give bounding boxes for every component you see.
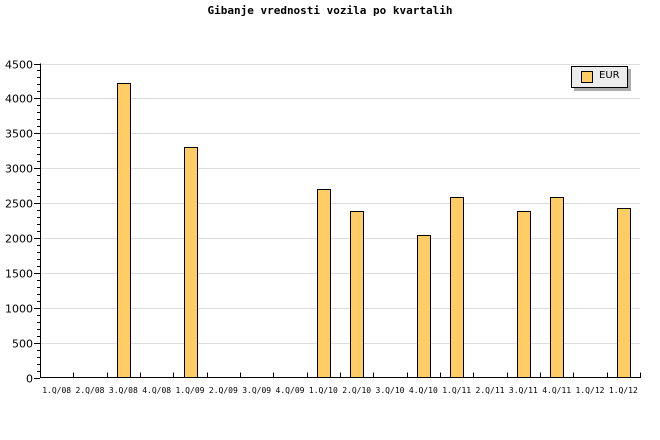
y-tick-label: 2000 bbox=[5, 233, 33, 246]
x-tick-label: 4.Q/09 bbox=[276, 386, 305, 395]
x-tick-label: 1.Q/12 bbox=[609, 386, 638, 395]
x-tick-label: 4.Q/08 bbox=[142, 386, 171, 395]
y-tick-label: 1500 bbox=[5, 268, 33, 281]
x-tick-label: 1.Q/08 bbox=[42, 386, 71, 395]
bar-1.Q/12 bbox=[617, 208, 631, 378]
bar-1.Q/09 bbox=[184, 147, 198, 378]
x-tick-label: 3.Q/09 bbox=[242, 386, 271, 395]
x-tick-label: 4.Q/11 bbox=[542, 386, 571, 395]
y-tick-label: 3500 bbox=[5, 128, 33, 141]
chart-title: Gibanje vrednosti vozila po kvartalih bbox=[207, 4, 453, 17]
bar-4.Q/10 bbox=[417, 235, 431, 378]
y-tick-label: 0 bbox=[26, 373, 33, 386]
x-tick-label: 1.Q/10 bbox=[309, 386, 338, 395]
y-tick-label: 500 bbox=[12, 338, 33, 351]
legend: EUR bbox=[571, 66, 628, 88]
y-tick-label: 2500 bbox=[5, 198, 33, 211]
y-tick-label: 4000 bbox=[5, 93, 33, 106]
bar-1.Q/10 bbox=[317, 189, 331, 378]
x-tick-label: 1.Q/11 bbox=[442, 386, 471, 395]
x-tick-label: 1.Q/09 bbox=[176, 386, 205, 395]
x-tick-label: 3.Q/08 bbox=[109, 386, 138, 395]
x-tick-label: 2.Q/10 bbox=[342, 386, 371, 395]
x-tick-label: 3.Q/11 bbox=[509, 386, 538, 395]
x-tick-label: 2.Q/08 bbox=[76, 386, 105, 395]
x-tick-label: 2.Q/09 bbox=[209, 386, 238, 395]
x-tick-label: 4.Q/10 bbox=[409, 386, 438, 395]
bar-4.Q/11 bbox=[550, 197, 564, 378]
bar-3.Q/08 bbox=[117, 83, 131, 378]
y-tick-label: 3000 bbox=[5, 163, 33, 176]
y-tick-label: 1000 bbox=[5, 303, 33, 316]
legend-label: EUR bbox=[599, 70, 620, 81]
bar-2.Q/10 bbox=[350, 211, 364, 378]
y-tick-label: 4500 bbox=[5, 59, 33, 72]
x-tick-label: 1.Q/12 bbox=[576, 386, 605, 395]
x-tick-label: 2.Q/11 bbox=[476, 386, 505, 395]
x-tick-label: 3.Q/10 bbox=[376, 386, 405, 395]
legend-swatch bbox=[581, 71, 593, 83]
bar-3.Q/11 bbox=[517, 211, 531, 378]
bar-1.Q/11 bbox=[450, 197, 464, 378]
